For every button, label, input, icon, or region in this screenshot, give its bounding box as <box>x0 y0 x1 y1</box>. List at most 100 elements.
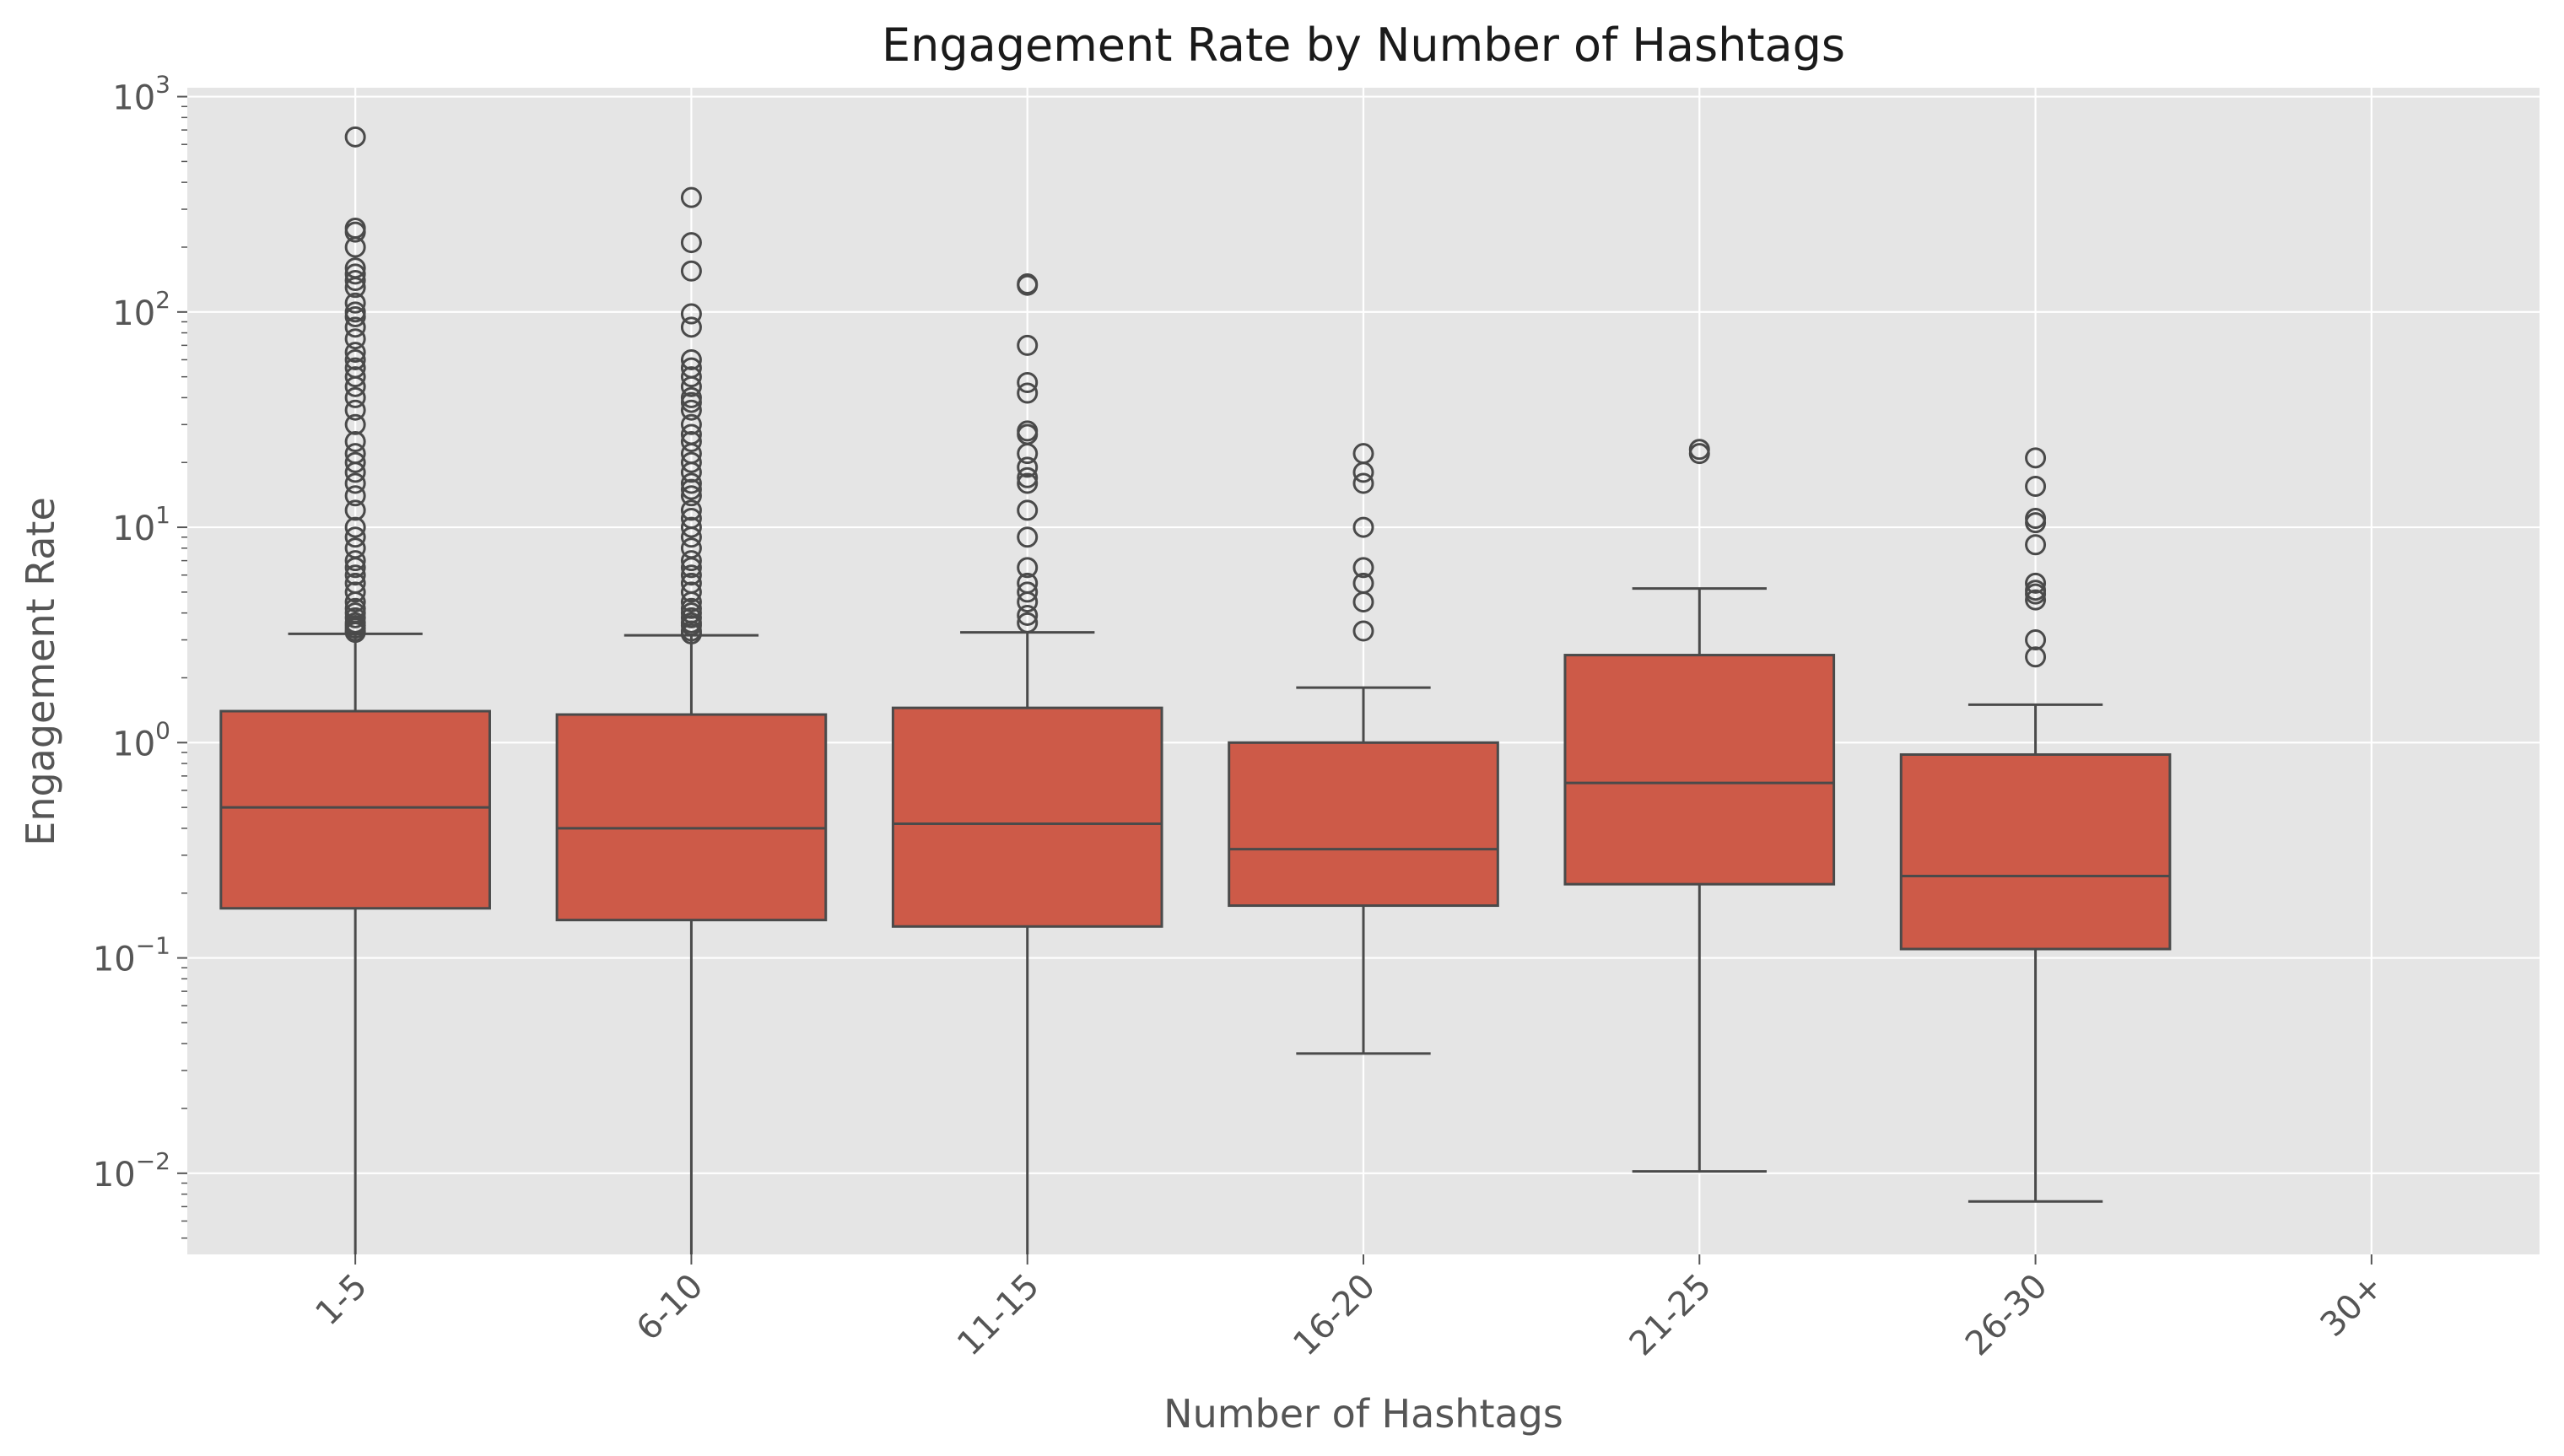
outlier-point <box>680 260 702 282</box>
outlier-point <box>680 232 702 254</box>
outlier-point <box>344 591 366 613</box>
outlier-point <box>1017 372 1039 394</box>
outlier-point <box>680 526 702 548</box>
iqr-box <box>891 706 1163 928</box>
outlier-point <box>680 399 702 421</box>
outlier-point <box>344 550 366 572</box>
outlier-point <box>344 564 366 586</box>
outlier-point <box>344 306 366 328</box>
iqr-box <box>555 713 828 922</box>
outlier-point <box>1352 516 1374 538</box>
y-tick-label: 101 <box>112 501 170 548</box>
outlier-point <box>344 485 366 507</box>
outlier-point <box>344 399 366 421</box>
outlier-point <box>344 270 366 292</box>
outlier-point <box>344 581 366 603</box>
y-tick-label: 102 <box>112 286 170 333</box>
outlier-point <box>680 516 702 538</box>
box-group <box>555 186 828 1254</box>
outlier-point <box>1017 526 1039 548</box>
outlier-point <box>344 126 366 148</box>
outlier-point <box>680 413 702 435</box>
box-group <box>1899 447 2172 1203</box>
outlier-point <box>344 386 366 408</box>
outlier-point <box>344 342 366 364</box>
outlier-point <box>1352 591 1374 613</box>
outlier-point <box>344 607 366 628</box>
boxes <box>219 126 2172 1254</box>
outlier-point <box>344 499 366 521</box>
box-group <box>1228 443 1499 1055</box>
outlier-point <box>344 348 366 370</box>
outlier-point <box>1017 274 1039 296</box>
outlier-point <box>680 581 702 603</box>
iqr-box <box>1563 654 1836 886</box>
outlier-point <box>1017 612 1039 634</box>
outlier-point <box>1017 443 1039 465</box>
outlier-point <box>680 485 702 507</box>
outlier-point <box>1017 456 1039 478</box>
outlier-point <box>680 564 702 586</box>
outlier-point <box>344 221 366 243</box>
outlier-point <box>1352 620 1374 642</box>
outlier-point <box>344 316 366 338</box>
outlier-point <box>2025 447 2047 469</box>
box-group <box>891 273 1163 1254</box>
outlier-point <box>344 622 366 644</box>
outlier-point <box>344 430 366 452</box>
outlier-point <box>2025 534 2047 556</box>
outlier-point <box>680 499 702 521</box>
outlier-point <box>2025 512 2047 534</box>
box-group <box>219 126 491 1254</box>
outlier-point <box>680 591 702 613</box>
outlier-point <box>2025 572 2047 594</box>
outlier-point <box>680 451 702 473</box>
outlier-point <box>344 472 366 494</box>
chart-title: Engagement Rate by Number of Hashtags <box>882 19 1845 72</box>
iqr-box <box>1228 741 1499 908</box>
outlier-point <box>344 413 366 435</box>
outlier-point <box>344 516 366 538</box>
outlier-point <box>1017 334 1039 356</box>
outlier-point <box>1017 557 1039 579</box>
outlier-point <box>2025 589 2047 611</box>
outlier-point <box>1017 581 1039 603</box>
outlier-point <box>344 461 366 483</box>
outlier-point <box>680 316 702 338</box>
box-group <box>1563 439 1836 1173</box>
outlier-point <box>344 526 366 548</box>
outlier-point <box>680 366 702 388</box>
outlier-point <box>1352 472 1374 494</box>
outlier-point <box>680 478 702 500</box>
outlier-point <box>1017 472 1039 494</box>
outlier-point <box>680 303 702 325</box>
outlier-point <box>2025 646 2047 668</box>
outlier-point <box>1017 604 1039 626</box>
outlier-point <box>1017 591 1039 613</box>
outlier-point <box>344 277 366 299</box>
minor-y-ticks <box>181 105 187 1239</box>
outlier-point <box>680 557 702 579</box>
outlier-point <box>1688 443 1710 465</box>
iqr-box <box>1899 752 2172 951</box>
outlier-point <box>2025 629 2047 651</box>
y-axis-label: Engagement Rate <box>18 497 63 846</box>
outlier-point <box>344 236 366 258</box>
outlier-point <box>680 550 702 572</box>
outlier-point <box>344 263 366 285</box>
y-tick-label: 100 <box>112 716 170 763</box>
outlier-point <box>680 607 702 628</box>
iqr-box <box>219 709 491 910</box>
outlier-point <box>680 623 702 644</box>
outlier-point <box>2025 475 2047 497</box>
outlier-point <box>680 375 702 397</box>
outlier-point <box>1352 557 1374 579</box>
outlier-point <box>680 461 702 483</box>
outlier-point <box>344 557 366 579</box>
outlier-point <box>680 430 702 452</box>
outlier-point <box>680 391 702 413</box>
outlier-point <box>1017 382 1039 404</box>
outlier-point <box>344 451 366 473</box>
